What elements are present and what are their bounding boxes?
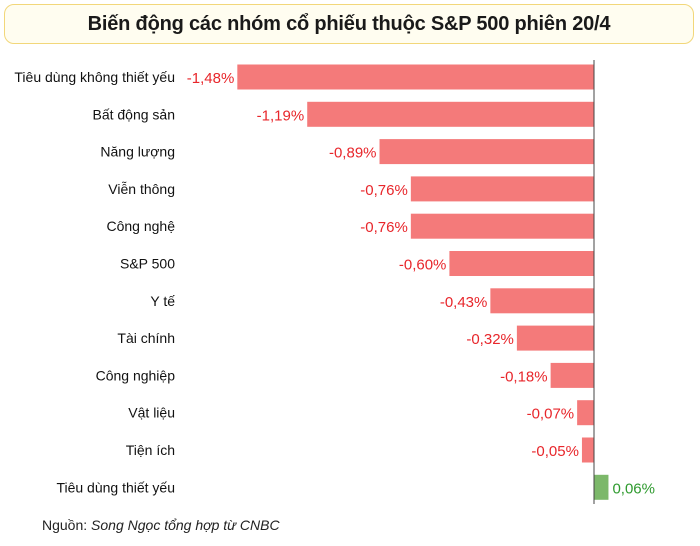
bar-12 — [594, 474, 609, 500]
bar-8 — [516, 325, 594, 351]
category-label-1: Tiêu dùng không thiết yếu — [14, 69, 175, 85]
chart-title-box: Biến động các nhóm cổ phiếu thuộc S&P 50… — [4, 4, 694, 44]
bar-3 — [379, 139, 594, 165]
category-label-7: Y tế — [150, 293, 175, 309]
source-text: Song Ngọc tổng hợp từ CNBC — [91, 517, 280, 533]
bar-2 — [307, 101, 594, 127]
bar-4 — [410, 176, 594, 202]
value-label-8: -0,32% — [466, 331, 514, 348]
category-label-5: Công nghệ — [106, 218, 175, 234]
value-label-4: -0,76% — [360, 182, 408, 199]
value-label-1: -1,48% — [187, 70, 235, 87]
bar-10 — [577, 400, 594, 426]
category-label-12: Tiêu dùng thiết yếu — [56, 479, 175, 495]
bar-1 — [237, 64, 594, 90]
bar-7 — [490, 288, 594, 314]
category-label-9: Công nghiệp — [96, 367, 176, 383]
category-label-2: Bất động sản — [92, 106, 175, 122]
value-label-9: -0,18% — [500, 368, 548, 385]
category-label-11: Tiện ích — [126, 442, 175, 458]
bar-11 — [581, 437, 594, 463]
category-label-4: Viễn thông — [108, 181, 175, 197]
category-label-8: Tài chính — [117, 330, 175, 346]
value-label-10: -0,07% — [527, 406, 575, 423]
value-label-7: -0,43% — [440, 294, 488, 311]
value-label-2: -1,19% — [257, 107, 305, 124]
category-label-10: Vật liệu — [128, 405, 175, 421]
value-label-3: -0,89% — [329, 145, 377, 162]
category-label-3: Năng lượng — [100, 144, 175, 160]
bar-6 — [449, 251, 594, 276]
category-label-6: S&P 500 — [120, 256, 175, 272]
value-label-6: -0,60% — [399, 257, 447, 274]
value-label-11: -0,05% — [531, 443, 579, 460]
bar-5 — [410, 213, 594, 239]
source-note: Nguồn: Song Ngọc tổng hợp từ CNBC — [42, 517, 280, 533]
value-label-12: 0,06% — [612, 480, 655, 497]
chart-title: Biến động các nhóm cổ phiếu thuộc S&P 50… — [87, 12, 611, 35]
value-label-5: -0,76% — [360, 219, 408, 236]
source-prefix: Nguồn: — [42, 517, 88, 533]
bar-9 — [550, 362, 594, 388]
